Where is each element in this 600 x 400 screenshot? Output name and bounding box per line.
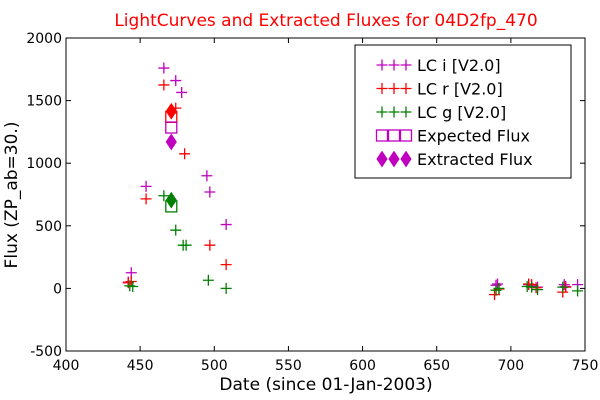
y-tick-label: 1500 xyxy=(26,94,62,110)
data-point xyxy=(492,278,504,290)
data-point xyxy=(170,224,182,236)
legend: LC i [V2.0] LC r [V2.0] LC g [V2.0] Expecte… xyxy=(354,44,572,179)
data-point xyxy=(170,75,182,87)
y-tick-label: 500 xyxy=(35,219,62,235)
data-point xyxy=(158,62,170,74)
y-axis-label: Flux (ZP_ab=30.) xyxy=(2,122,22,269)
data-point xyxy=(165,133,177,151)
legend-label: LC r [V2.0] xyxy=(417,80,503,99)
legend-entry: LC i [V2.0] xyxy=(376,56,501,75)
x-tick-label: 700 xyxy=(497,358,524,374)
data-point xyxy=(158,79,170,91)
data-point xyxy=(557,281,569,293)
data-point xyxy=(204,186,216,198)
legend-marker xyxy=(376,59,388,71)
x-tick-label: 750 xyxy=(572,358,599,374)
data-point xyxy=(158,190,170,202)
x-tick-label: 500 xyxy=(201,358,228,374)
x-axis-label: Date (since 01-Jan-2003) xyxy=(219,375,432,395)
plot-frame xyxy=(65,37,586,352)
legend-marker xyxy=(376,83,388,94)
y-axis-ticks: -500 0 500 1000 1500 2000 xyxy=(26,31,585,360)
legend-marker xyxy=(388,150,400,168)
data-point xyxy=(202,274,214,286)
series-lc-g-v2-0 xyxy=(124,190,584,297)
data-point xyxy=(140,193,152,205)
data-point xyxy=(201,170,213,182)
legend-entry: LC r [V2.0] xyxy=(376,80,503,99)
data-point xyxy=(165,121,178,134)
data-point xyxy=(165,102,177,120)
legend-marker xyxy=(388,83,400,94)
legend-marker xyxy=(400,59,412,71)
legend-entry: Expected Flux xyxy=(375,127,530,146)
data-point xyxy=(220,282,232,294)
x-tick-label: 450 xyxy=(127,358,154,374)
data-point xyxy=(204,239,216,251)
y-tick-label: 1000 xyxy=(26,156,62,172)
x-tick-label: 550 xyxy=(275,358,302,374)
legend-marker xyxy=(375,129,389,142)
y-tick-label: -500 xyxy=(30,344,62,360)
legend-entry: LC g [V2.0] xyxy=(376,103,506,122)
x-tick-label: 400 xyxy=(53,358,80,374)
legend-marker xyxy=(400,150,412,168)
data-point xyxy=(127,281,139,293)
legend-label: LC i [V2.0] xyxy=(417,56,501,75)
legend-marker xyxy=(387,129,401,142)
y-tick-label: 0 xyxy=(53,281,62,297)
data-point xyxy=(179,148,191,160)
data-point xyxy=(220,219,232,231)
legend-marker xyxy=(376,106,388,118)
x-axis-ticks: 400 450 500 550 600 650 700 750 xyxy=(53,38,599,374)
data-point xyxy=(526,281,538,293)
data-point xyxy=(558,279,570,291)
legend-label: LC g [V2.0] xyxy=(417,103,506,122)
x-tick-label: 650 xyxy=(423,358,450,374)
data-point xyxy=(180,239,192,251)
data-point xyxy=(140,180,152,192)
data-point xyxy=(489,289,501,301)
data-point xyxy=(490,284,502,296)
series-extracted-flux xyxy=(165,102,177,209)
data-point xyxy=(165,191,177,209)
legend-marker xyxy=(376,150,388,168)
data-point xyxy=(176,86,188,98)
legend-entry: Extracted Flux xyxy=(376,150,533,169)
data-point xyxy=(493,282,505,294)
legend-marker xyxy=(388,59,400,71)
legend-label: Expected Flux xyxy=(417,127,530,146)
data-point xyxy=(572,285,584,297)
x-tick-label: 600 xyxy=(349,358,376,374)
data-point xyxy=(125,276,137,288)
legend-marker xyxy=(388,106,400,118)
legend-marker xyxy=(399,129,413,142)
legend-label: Extracted Flux xyxy=(417,150,533,169)
chart-title: LightCurves and Extracted Fluxes for 04D… xyxy=(114,11,537,31)
y-tick-label: 2000 xyxy=(26,31,62,47)
legend-marker xyxy=(400,106,412,118)
data-point xyxy=(220,259,232,271)
data-point xyxy=(532,284,544,296)
legend-marker xyxy=(400,83,412,94)
